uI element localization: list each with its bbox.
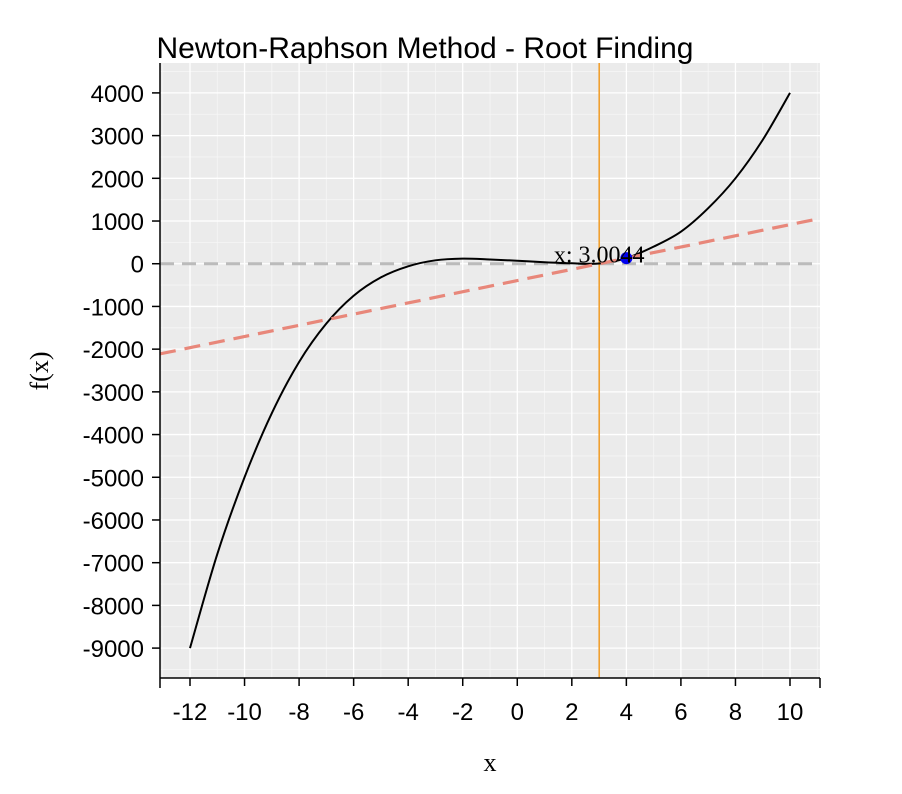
y-tick-label: -2000 [83, 337, 144, 364]
function-curve [189, 92, 791, 649]
y-tick-label: -8000 [83, 593, 144, 620]
y-tick-label: -7000 [83, 551, 144, 578]
axes [159, 63, 821, 688]
y-tick-label: 0 [131, 252, 144, 279]
y-tick-label: -6000 [83, 508, 144, 535]
x-tick-label: -8 [288, 699, 309, 726]
y-tick-label: 3000 [91, 124, 144, 151]
y-tick-label: -4000 [83, 423, 144, 450]
x-axis-title: x [484, 748, 497, 777]
grid-major [160, 63, 820, 678]
y-tick-label: 1000 [91, 209, 144, 236]
marker-layer [620, 252, 633, 265]
x-tick-label: -6 [343, 699, 364, 726]
current-iterate-point [620, 252, 633, 265]
x-tick-label: 10 [777, 699, 804, 726]
y-tick-label: 2000 [91, 166, 144, 193]
x-tick-label: 0 [511, 699, 524, 726]
y-tick-label: -5000 [83, 465, 144, 492]
x-tick-label: -2 [452, 699, 473, 726]
chart-title: Newton-Raphson Method - Root Finding [157, 32, 694, 65]
y-axis-title: f(x) [25, 352, 54, 391]
series-layer [160, 92, 820, 649]
x-tick-label: 2 [565, 699, 578, 726]
y-tick-label: -9000 [83, 636, 144, 663]
y-axis-ticks: 4000 3000 2000 1000 0 -1000 -2000 -3000 -4000 -50… [83, 81, 160, 663]
x-axis-ticks: -12 -10 -8 -6 -4 -2 0 2 4 6 8 10 [173, 678, 804, 726]
x-tick-label: 6 [674, 699, 687, 726]
x-tick-label: -4 [398, 699, 419, 726]
x-tick-label: 4 [620, 699, 633, 726]
x-tick-label: -12 [173, 699, 208, 726]
x-tick-label: 8 [729, 699, 742, 726]
root-annotation: x: 3.0044 [554, 243, 645, 269]
x-tick-label: -10 [227, 699, 262, 726]
y-tick-label: -3000 [83, 380, 144, 407]
tangent-line [160, 216, 820, 356]
reference-lines [160, 63, 820, 678]
y-tick-label: -1000 [83, 294, 144, 321]
y-tick-label: 4000 [91, 81, 144, 108]
